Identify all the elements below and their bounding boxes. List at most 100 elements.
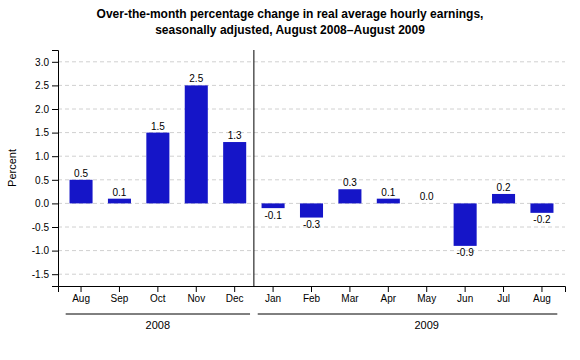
tick: Dec — [226, 286, 244, 304]
grid — [58, 62, 565, 274]
bar — [300, 203, 323, 217]
tick-mark — [388, 286, 389, 292]
tick: -0.5 — [32, 222, 58, 233]
tick-label: -0.5 — [32, 222, 50, 233]
tick-mark — [426, 286, 427, 292]
tick: 2.5 — [35, 80, 58, 91]
grid-line — [58, 61, 565, 62]
tick-label: Apr — [381, 293, 397, 304]
tick-mark — [541, 286, 542, 292]
bar — [415, 203, 438, 204]
grid-line — [58, 132, 565, 133]
grid-line — [58, 250, 565, 251]
tick-mark — [157, 286, 158, 292]
tick-label: Aug — [72, 293, 90, 304]
y-axis: -1.5 -1.0 -0.5 0.0 0.5 1.0 1.5 2.0 2.5 3.0 — [32, 51, 59, 287]
data-label: 0.1 — [113, 187, 127, 198]
title: Over-the-month percentage change in real… — [97, 7, 484, 21]
bar — [146, 133, 169, 204]
data-label: 0.1 — [381, 187, 395, 198]
data-label: 0.2 — [497, 182, 511, 193]
chart: -1.5 -1.0 -0.5 0.0 0.5 1.0 1.5 2.0 2.5 3.0 Aug Sep O… — [0, 0, 580, 360]
tick-label: Jan — [265, 293, 281, 304]
bar — [223, 142, 246, 203]
data-label: -0.3 — [303, 219, 321, 230]
tick-label: 2.0 — [35, 104, 49, 115]
tick: 0.5 — [35, 175, 58, 186]
tick: Sep — [111, 286, 129, 304]
tick-label: 0.0 — [35, 198, 49, 209]
bar — [530, 203, 553, 212]
tick-mark — [81, 286, 82, 292]
tick: Feb — [303, 286, 321, 304]
tick-label: Nov — [187, 293, 205, 304]
tick: 2.0 — [35, 104, 58, 115]
tick: Jul — [497, 286, 510, 304]
year-bracket — [66, 314, 250, 315]
tick-label: Mar — [341, 293, 359, 304]
tick: May — [417, 286, 436, 304]
tick: Jun — [457, 286, 473, 304]
annotation: 2008 — [146, 319, 170, 331]
tick-mark — [52, 156, 58, 157]
tick: 1.0 — [35, 151, 58, 162]
tick-mark — [503, 286, 504, 292]
grid-line — [58, 85, 565, 86]
tick-mark — [52, 251, 58, 252]
subtitle: seasonally adjusted, August 2008–August … — [155, 23, 425, 37]
bar — [377, 199, 400, 204]
data-label: -0.1 — [264, 210, 282, 221]
bar — [338, 189, 361, 203]
tick-mark — [311, 286, 312, 292]
tick: 0.0 — [35, 198, 58, 209]
tick-mark — [52, 85, 58, 86]
bar — [108, 199, 131, 204]
tick-label: 1.0 — [35, 151, 49, 162]
grid-line — [58, 156, 565, 157]
bar — [492, 194, 515, 203]
tick-mark — [52, 62, 58, 63]
grid-line — [58, 109, 565, 110]
data-label: -0.9 — [457, 247, 475, 258]
tick-label: Jun — [457, 293, 473, 304]
tick-label: 3.0 — [35, 57, 49, 68]
data-label: -0.2 — [533, 214, 551, 225]
plot-area — [70, 50, 554, 286]
tick: Oct — [150, 286, 166, 304]
tick-label: Sep — [111, 293, 129, 304]
tick-mark — [52, 203, 58, 204]
axis-line — [52, 51, 59, 287]
tick-mark — [52, 109, 58, 110]
tick-mark — [349, 286, 350, 292]
tick: Mar — [341, 286, 359, 304]
tick-label: 0.5 — [35, 175, 49, 186]
tick: -1.5 — [32, 269, 58, 280]
data-label: 0.5 — [74, 168, 88, 179]
x-axis: AugSepOctNovDecJanFebMarAprMayJunJulAug — [59, 286, 566, 304]
data-labels: 0.50.11.52.51.3-0.1-0.30.30.10.0-0.90.2-… — [74, 73, 551, 258]
tick-mark — [273, 286, 274, 292]
bar — [70, 180, 93, 204]
tick: Apr — [381, 286, 397, 304]
tick: -1.0 — [32, 245, 58, 256]
tick-label: Jul — [497, 293, 510, 304]
year-bracket — [258, 314, 558, 315]
bar — [262, 203, 285, 208]
y-axis-title: Percent — [6, 149, 18, 187]
data-label: 2.5 — [189, 73, 203, 84]
tick-mark — [196, 286, 197, 292]
tick-label: May — [417, 293, 436, 304]
tick-mark — [52, 227, 58, 228]
tick-label: 1.5 — [35, 127, 49, 138]
data-label: 1.5 — [151, 121, 165, 132]
grid-line — [58, 274, 565, 275]
tick: Aug — [72, 286, 90, 304]
tick-label: 2.5 — [35, 80, 49, 91]
annotations: 2008 2009 — [66, 314, 558, 331]
bar — [185, 85, 208, 203]
tick: 1.5 — [35, 127, 58, 138]
tick-mark — [119, 286, 120, 292]
tick-label: Oct — [150, 293, 166, 304]
bar — [454, 203, 477, 245]
annotation: 2009 — [414, 319, 438, 331]
